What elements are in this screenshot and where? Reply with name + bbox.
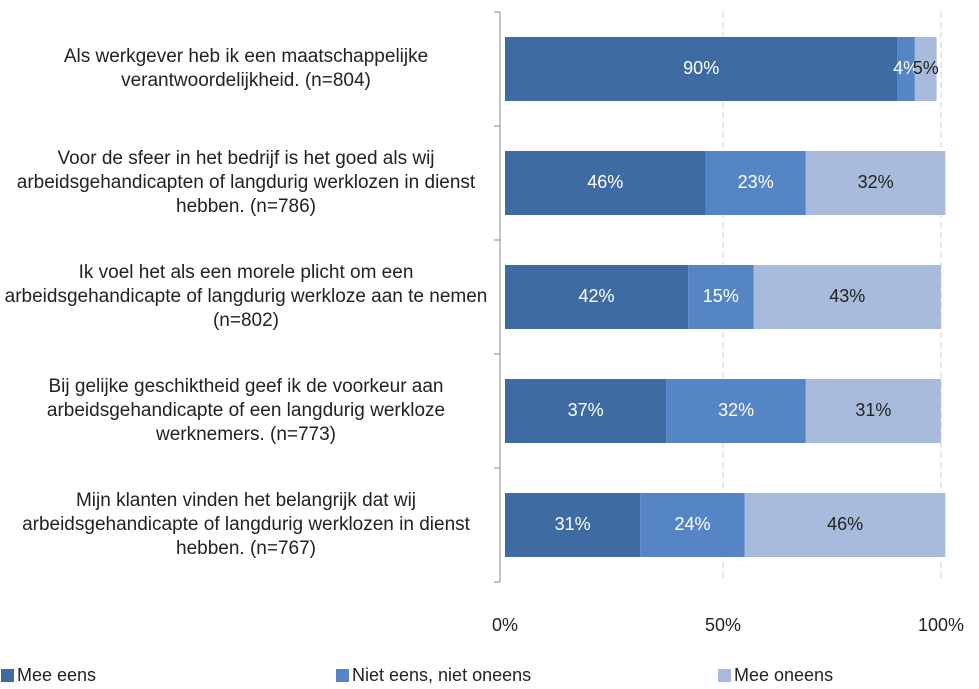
data-label: 4% xyxy=(893,58,919,78)
bar-segment xyxy=(753,265,941,329)
legend-label: Mee eens xyxy=(17,665,96,685)
bar-segment xyxy=(688,265,754,329)
data-label: 32% xyxy=(718,400,754,420)
bar-segment xyxy=(505,265,689,329)
bar-segment xyxy=(505,151,706,215)
x-tick-label: 100% xyxy=(918,615,964,635)
legend-label: Mee oneens xyxy=(734,665,833,685)
data-label: 46% xyxy=(587,172,623,192)
bar-segment xyxy=(666,379,806,443)
bar-segment xyxy=(897,37,915,101)
data-label: 46% xyxy=(827,514,863,534)
data-label: 31% xyxy=(855,400,891,420)
bar-segment xyxy=(505,379,667,443)
data-label: 31% xyxy=(555,514,591,534)
data-label: 24% xyxy=(674,514,710,534)
category-label: Voor de sfeer in het bedrijf is het goed… xyxy=(16,148,476,217)
data-label: 43% xyxy=(829,286,865,306)
category-label: Ik voel het als een morele plicht om een… xyxy=(4,262,488,331)
x-tick-label: 0% xyxy=(492,615,518,635)
bar-segment xyxy=(805,379,941,443)
category-label: Mijn klanten vinden het belangrijk dat w… xyxy=(22,490,470,559)
bar-segment xyxy=(640,493,745,557)
legend-swatch xyxy=(718,669,731,682)
legend-swatch xyxy=(336,669,349,682)
bar-segment xyxy=(914,37,937,101)
bar-segment xyxy=(705,151,806,215)
category-label: Bij gelijke geschiktheid geef ik de voor… xyxy=(46,376,446,445)
legend-swatch xyxy=(1,669,14,682)
bar-segment xyxy=(505,37,898,101)
category-label: Als werkgever heb ik een maatschappelijk… xyxy=(63,46,429,91)
x-tick-label: 50% xyxy=(705,615,741,635)
data-label: 23% xyxy=(738,172,774,192)
bar-segment xyxy=(744,493,946,557)
legend-label: Niet eens, niet oneens xyxy=(352,665,531,685)
data-label: 32% xyxy=(858,172,894,192)
data-label: 90% xyxy=(683,58,719,78)
bar-segment xyxy=(805,151,946,215)
data-label: 15% xyxy=(703,286,739,306)
bar-segment xyxy=(505,493,641,557)
data-label: 5% xyxy=(913,58,939,78)
data-label: 42% xyxy=(579,286,615,306)
data-label: 37% xyxy=(568,400,604,420)
